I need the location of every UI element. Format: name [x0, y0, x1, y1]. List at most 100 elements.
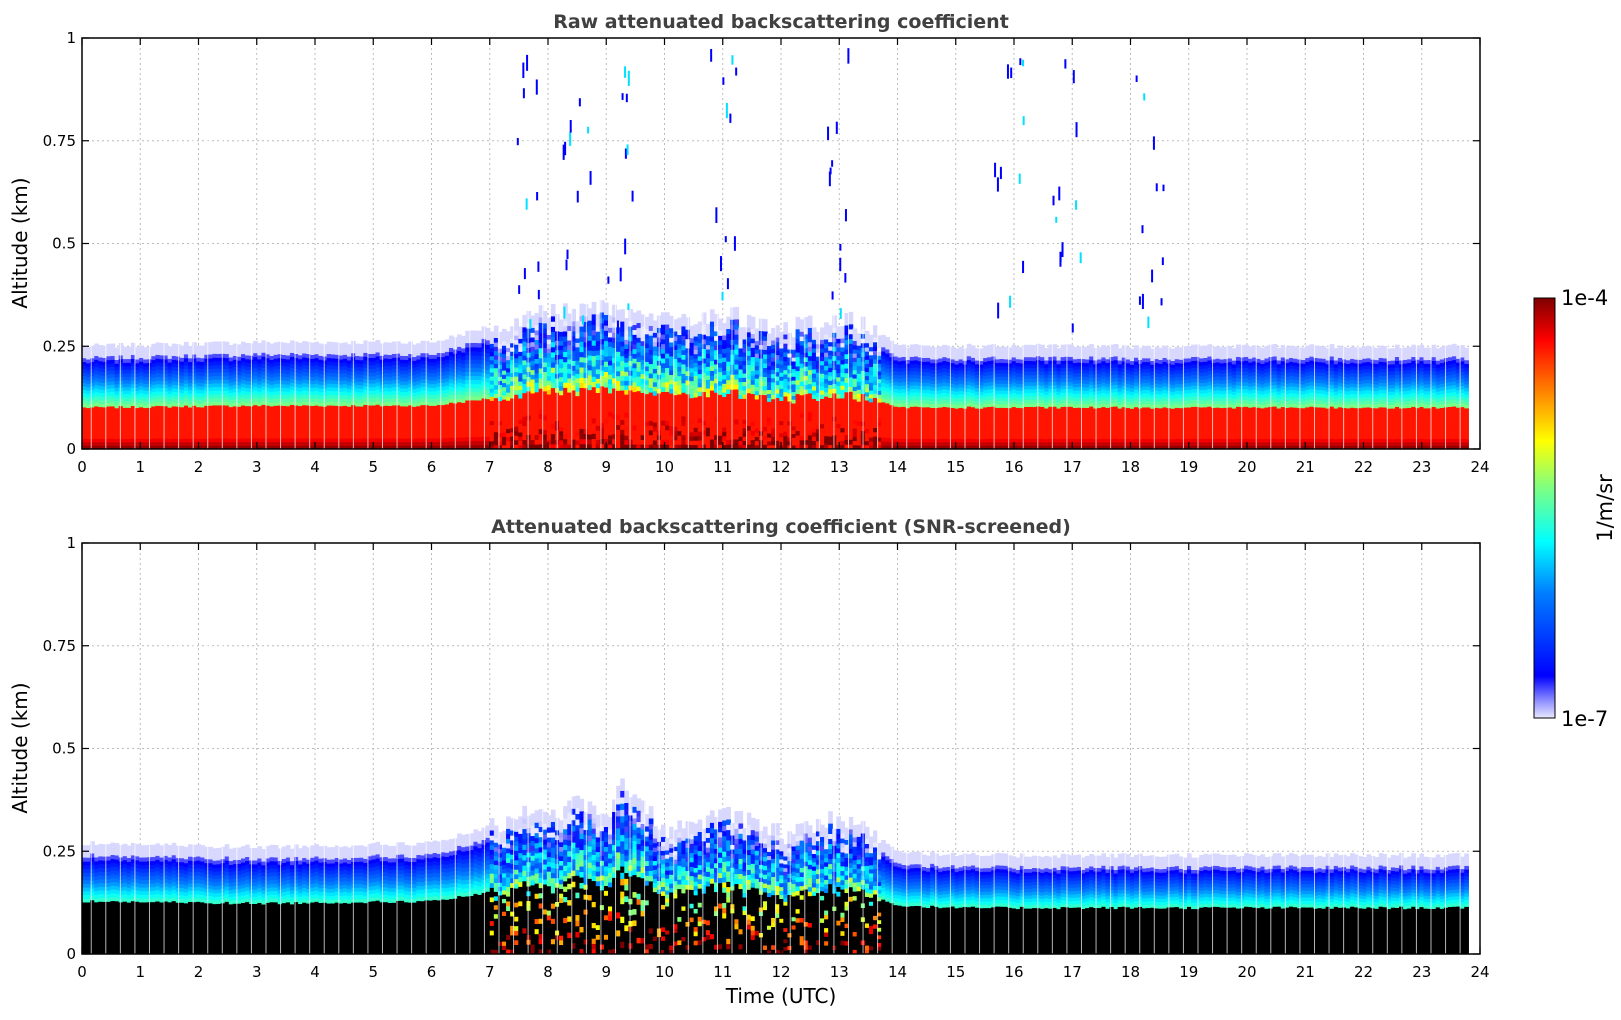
heatmap-cell: [391, 390, 397, 395]
heatmap-cell: [314, 416, 320, 421]
heatmap-cell: [126, 372, 132, 377]
heatmap-cell: [363, 389, 369, 394]
heatmap-cell: [90, 407, 95, 411]
heatmap-cell: [771, 377, 776, 383]
heatmap-cell: [603, 302, 609, 315]
heatmap-cell: [722, 383, 727, 389]
heatmap-cell: [448, 390, 454, 395]
heatmap-cell: [330, 379, 336, 384]
heatmap-cell: [587, 434, 593, 440]
heatmap-cell: [412, 445, 417, 449]
heatmap-cell: [245, 394, 250, 399]
heatmap-cell: [440, 408, 446, 413]
heatmap-cell: [118, 369, 124, 374]
heatmap-cell: [102, 378, 108, 383]
heatmap-cell: [465, 420, 470, 425]
heatmap-cell: [518, 359, 523, 365]
heatmap-cell: [412, 344, 417, 357]
heatmap-cell: [298, 430, 303, 435]
heatmap-cell: [126, 369, 132, 374]
heatmap-cell: [143, 380, 148, 384]
heatmap-cell: [245, 445, 250, 449]
heatmap-cell: [171, 438, 177, 443]
heatmap-cell: [440, 367, 446, 372]
heatmap-cell: [424, 401, 430, 406]
heatmap-cell: [114, 370, 120, 375]
heatmap-cell: [701, 425, 707, 431]
heatmap-cell: [289, 430, 295, 435]
heatmap-cell: [661, 382, 666, 388]
heatmap-cell: [200, 438, 205, 443]
heatmap-cell: [714, 378, 719, 384]
heatmap-cell: [432, 391, 438, 396]
heatmap-cell: [501, 382, 507, 388]
heatmap-cell: [689, 414, 695, 420]
heatmap-cell: [383, 441, 389, 446]
heatmap-cell: [383, 387, 389, 392]
heatmap-cell: [648, 411, 654, 417]
heatmap-cell: [322, 384, 328, 389]
heatmap-cell: [126, 445, 132, 449]
heatmap-cell: [408, 368, 413, 373]
heatmap-cell: [375, 396, 381, 402]
heatmap-cell: [167, 417, 173, 422]
heatmap-cell: [432, 358, 438, 363]
heatmap-cell: [697, 431, 703, 437]
heatmap-cell: [253, 367, 258, 372]
heatmap-cell: [575, 444, 581, 449]
heatmap-cell: [391, 368, 397, 373]
heatmap-cell: [135, 445, 140, 449]
heatmap-cell: [306, 419, 311, 424]
heatmap-cell: [591, 397, 597, 403]
heatmap-cell: [192, 342, 197, 355]
heatmap-cell: [400, 380, 405, 385]
heatmap-cell: [424, 371, 430, 376]
heatmap-cell: [811, 339, 817, 345]
heatmap-cell: [665, 386, 670, 392]
heatmap-cell: [432, 445, 438, 449]
heatmap-cell: [232, 441, 238, 446]
heatmap-cell: [363, 404, 369, 409]
heatmap-cell: [563, 402, 568, 409]
heatmap-cell: [440, 389, 446, 395]
heatmap-cell: [563, 303, 568, 316]
heatmap-cell: [200, 389, 205, 394]
heatmap-cell: [665, 410, 670, 416]
heatmap-cell: [420, 340, 426, 354]
heatmap-cell: [771, 348, 776, 354]
heatmap-cell: [457, 358, 462, 363]
heatmap-cell: [261, 374, 267, 379]
heatmap-cell: [391, 423, 397, 428]
heatmap-cell: [567, 411, 572, 417]
heatmap-cell: [550, 387, 556, 394]
heatmap-cell: [828, 431, 833, 437]
heatmap-cell: [628, 375, 634, 381]
heatmap-cell: [493, 436, 499, 441]
heatmap-cell: [200, 400, 205, 404]
heatmap-cell: [318, 370, 324, 375]
heatmap-cell: [477, 428, 483, 434]
heatmap-cell: [514, 339, 519, 345]
heatmap-cell: [163, 423, 169, 428]
heatmap-cell: [143, 431, 148, 436]
heatmap-cell: [245, 430, 250, 435]
heatmap-cell: [106, 438, 112, 443]
heatmap-cell: [322, 374, 328, 379]
heatmap-cell: [318, 395, 324, 400]
heatmap-cell: [183, 390, 189, 395]
heatmap-cell: [730, 399, 735, 405]
heatmap-cell: [705, 344, 711, 350]
heatmap-cell: [448, 347, 454, 353]
heatmap-cell: [151, 438, 156, 443]
heatmap-cell: [159, 402, 165, 407]
heatmap-cell: [571, 326, 576, 332]
heatmap-cell: [400, 373, 405, 378]
heatmap-cell: [571, 321, 576, 327]
heatmap-cell: [412, 385, 417, 390]
heatmap-cell: [665, 367, 670, 373]
heatmap-cell: [575, 333, 581, 339]
heatmap-cell: [807, 341, 813, 347]
heatmap-cell: [815, 372, 821, 377]
heatmap-cell: [644, 352, 650, 358]
heatmap-cell: [302, 368, 307, 373]
